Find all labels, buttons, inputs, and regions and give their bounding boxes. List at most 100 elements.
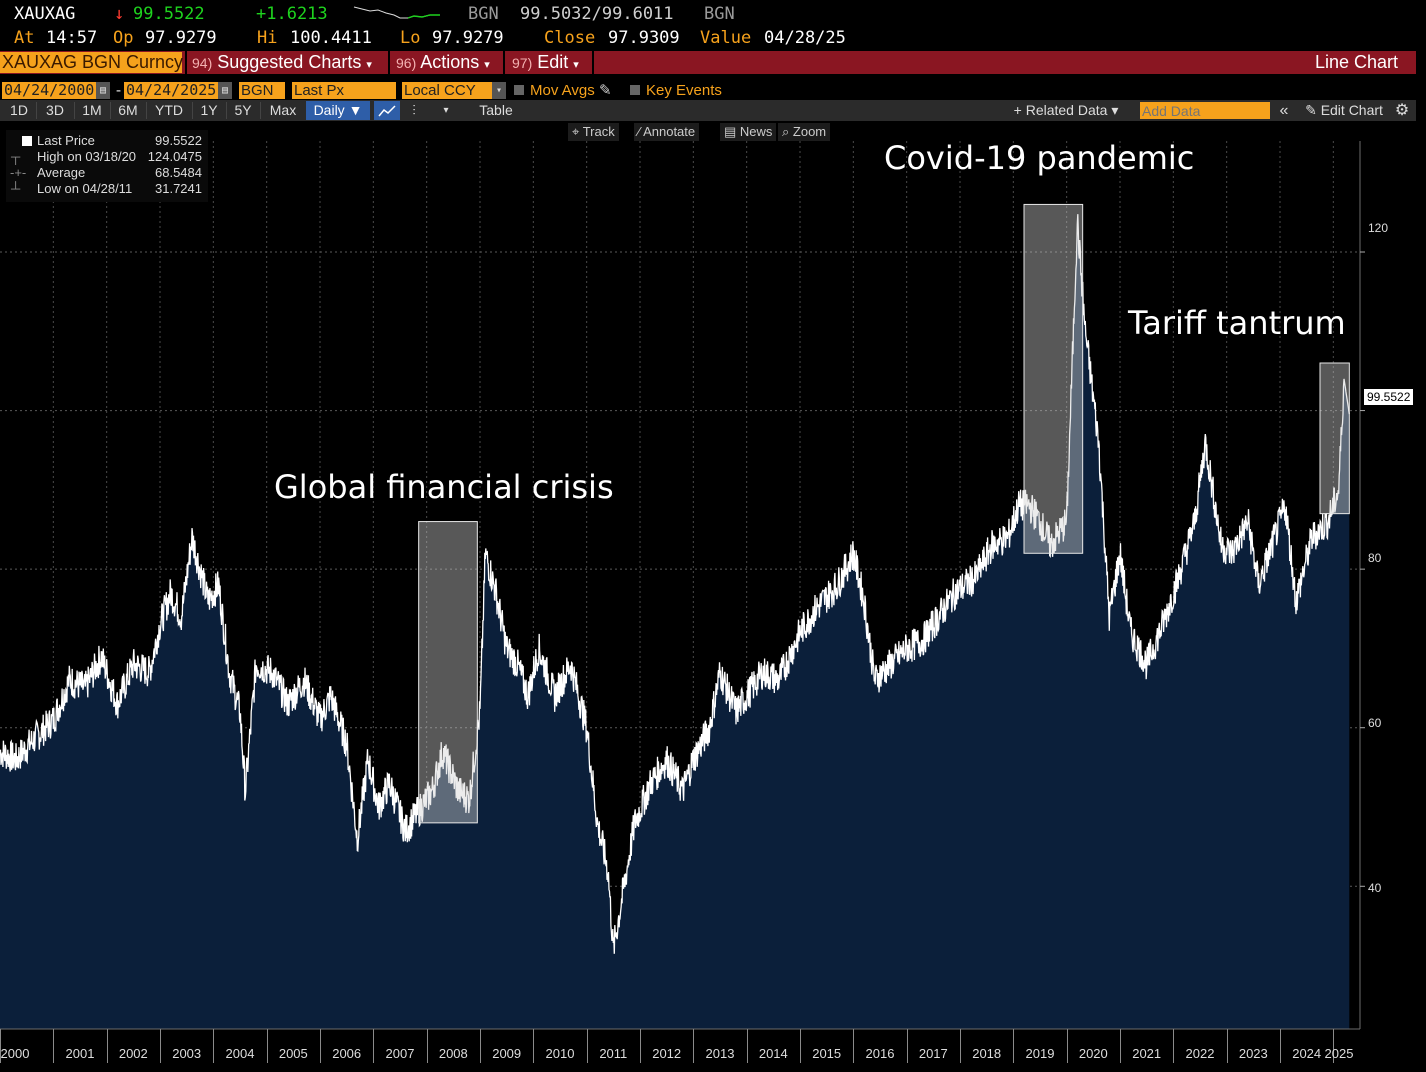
x-tick-label: 2011 — [599, 1046, 628, 1061]
calendar-icon[interactable]: ▤ — [218, 82, 232, 99]
x-tick — [480, 1029, 481, 1063]
period-5y[interactable]: 5Y — [234, 102, 252, 118]
price-line — [0, 214, 1350, 954]
pencil-icon: ✎ — [1305, 102, 1317, 118]
lo-label: Lo — [400, 28, 421, 48]
ticker: XAUXAG — [14, 4, 76, 24]
lo-value: 97.9279 — [432, 28, 504, 48]
collapse-icon[interactable]: « — [1279, 102, 1289, 119]
frequency-selector[interactable]: Daily ▼ — [306, 101, 370, 120]
open-value: 97.9279 — [145, 28, 217, 48]
suggested-charts-menu[interactable]: 94) Suggested Charts ▾ — [192, 52, 372, 72]
news-icon: ▤ — [724, 124, 737, 139]
at-label: At — [14, 28, 35, 48]
key-events-toggle[interactable]: Key Events — [630, 82, 722, 99]
annotation-box — [1319, 362, 1350, 515]
chevron-down-icon[interactable]: ▾ — [492, 82, 506, 99]
annotation-boxes — [418, 203, 1350, 824]
mov-avgs-toggle[interactable]: Mov Avgs ✎ — [514, 82, 612, 99]
value-label: Value — [700, 28, 752, 48]
x-tick — [106, 1029, 108, 1063]
table-button[interactable]: Table — [479, 102, 513, 118]
high-marker-icon: ┬ — [11, 149, 21, 164]
x-tick-label: 2006 — [332, 1046, 362, 1061]
down-arrow-icon: ↓ — [114, 4, 125, 24]
bar-type-icon[interactable]: ⫶ — [412, 102, 416, 118]
x-tick — [266, 1029, 268, 1063]
y-tick-label: 120 — [1368, 221, 1389, 235]
end-date-field[interactable]: 04/24/2025 — [124, 81, 218, 99]
period-3d[interactable]: 3D — [46, 102, 64, 118]
bid-ask: 99.5032/99.6011 — [520, 4, 674, 24]
legend-last-value: 99.5522 — [155, 133, 202, 148]
y-tick-label: 80 — [1368, 551, 1382, 565]
x-tick — [693, 1029, 695, 1063]
x-tick — [373, 1029, 375, 1063]
annotate-tool[interactable]: ∕ Annotate — [634, 123, 700, 141]
annotate-icon: ∕ — [638, 124, 641, 139]
open-label: Op — [113, 28, 134, 48]
x-tick — [1120, 1029, 1121, 1063]
x-tick — [960, 1029, 961, 1063]
period-1m[interactable]: 1M — [82, 102, 102, 118]
y-tick-label: 40 — [1368, 881, 1382, 895]
track-tool[interactable]: ⌖ Track — [568, 123, 619, 141]
crosshair-icon: ⌖ — [572, 124, 580, 139]
x-tick — [1280, 1029, 1281, 1063]
zoom-tool[interactable]: ⌕ Zoom — [778, 123, 831, 141]
sparkline — [353, 6, 440, 19]
legend-low-label: Low on 04/28/11 — [37, 181, 133, 196]
actions-menu[interactable]: 96) Actions ▾ — [396, 52, 490, 72]
legend-high-value: 124.0475 — [147, 149, 202, 164]
magnifier-icon: ⌕ — [782, 124, 790, 139]
x-tick — [0, 1029, 1, 1063]
annotation-tariff: Tariff tantrum — [1128, 304, 1346, 342]
pencil-icon[interactable]: ✎ — [598, 82, 612, 99]
legend: Last Price 99.5522 ┬ High on 03/18/20 124.0… — [6, 130, 208, 202]
x-tick — [640, 1029, 641, 1063]
x-tick — [746, 1029, 748, 1063]
last-price: 99.5522 — [133, 4, 205, 24]
x-tick-label: 2003 — [172, 1046, 202, 1061]
currency-selector[interactable]: Local CCY — [402, 82, 492, 99]
x-tick-label: 2007 — [385, 1046, 415, 1061]
source-field[interactable]: BGN — [239, 82, 285, 99]
period-ytd[interactable]: YTD — [155, 102, 183, 118]
x-tick — [213, 1029, 215, 1063]
source-label-2: BGN — [704, 4, 735, 24]
x-tick — [320, 1029, 321, 1063]
x-tick-label: 2013 — [705, 1046, 735, 1061]
line-chart-icon[interactable] — [374, 101, 400, 120]
x-tick-label: 2019 — [1025, 1046, 1055, 1061]
period-6m[interactable]: 6M — [118, 102, 138, 118]
x-tick — [853, 1029, 855, 1063]
chevron-down-icon[interactable]: ▾ — [443, 105, 449, 116]
x-tick-label: 2021 — [1132, 1046, 1162, 1061]
period-1d[interactable]: 1D — [10, 102, 28, 118]
x-tick-label: 2015 — [812, 1046, 842, 1061]
x-tick — [1226, 1029, 1228, 1063]
security-field[interactable]: XAUXAG BGN Curncy — [0, 52, 184, 73]
news-tool[interactable]: ▤ News — [720, 123, 777, 141]
x-tick — [160, 1029, 161, 1063]
period-max[interactable]: Max — [269, 102, 297, 118]
gear-icon[interactable]: ⚙ — [1394, 102, 1410, 119]
edit-menu[interactable]: 97) Edit ▾ — [512, 52, 579, 72]
field-selector[interactable]: Last Px — [292, 82, 396, 99]
period-1y[interactable]: 1Y — [200, 102, 218, 118]
add-data-input[interactable] — [1140, 102, 1270, 119]
x-tick — [586, 1029, 588, 1063]
calendar-icon[interactable]: ▤ — [96, 82, 110, 99]
x-tick-label: 2002 — [118, 1046, 148, 1061]
edit-chart-button[interactable]: ✎ Edit Chart — [1305, 102, 1383, 118]
x-tick-label: 2024 — [1292, 1046, 1322, 1061]
close-value: 97.9309 — [608, 28, 680, 48]
legend-low-value: 31.7241 — [155, 181, 202, 196]
x-tick-label: 2017 — [918, 1046, 948, 1061]
x-tick-label: 2009 — [492, 1046, 522, 1061]
start-date-field[interactable]: 04/24/2000 — [2, 81, 96, 99]
legend-last-label: Last Price — [37, 133, 95, 148]
x-tick — [426, 1029, 428, 1063]
related-data-menu[interactable]: + Related Data ▾ — [1013, 102, 1119, 118]
